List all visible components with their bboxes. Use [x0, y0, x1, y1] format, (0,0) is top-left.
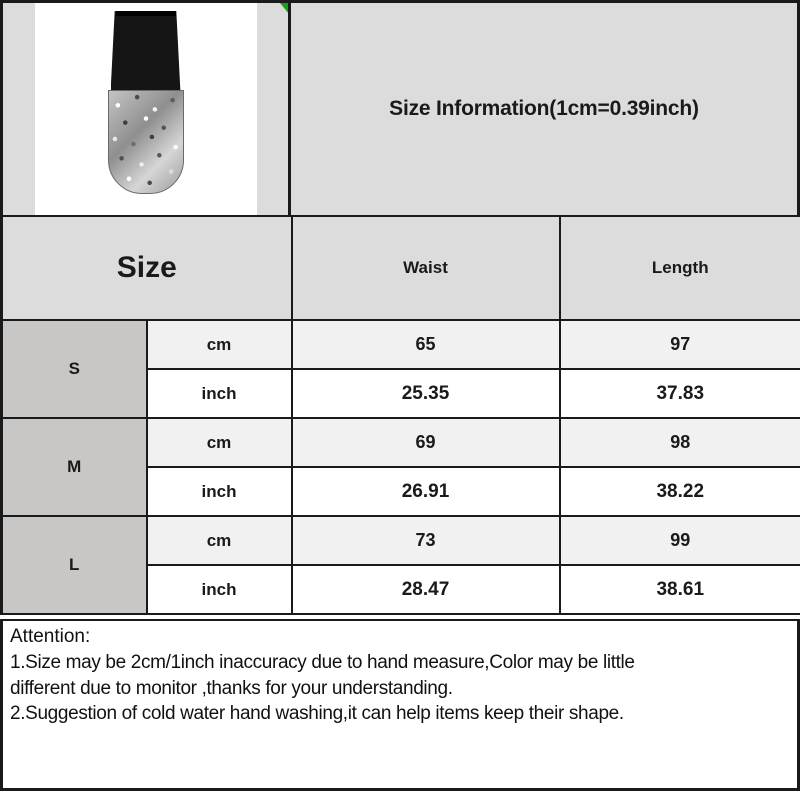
unit-label: cm [145, 319, 293, 370]
waist-value: 73 [290, 515, 561, 566]
top-section: Size Information(1cm=0.39inch) [0, 0, 800, 215]
table-row: S cm 65 97 [0, 319, 800, 419]
length-value: 97 [558, 319, 800, 370]
unit-label: inch [145, 368, 293, 419]
green-corner-marker-icon [280, 3, 288, 14]
attention-note-1-line-2: different due to monitor ,thanks for you… [10, 677, 453, 699]
attention-heading: Attention: [10, 626, 91, 647]
unit-label: inch [145, 564, 293, 615]
length-value: 38.61 [558, 564, 800, 615]
title-cell: Size Information(1cm=0.39inch) [291, 3, 797, 215]
column-header-waist: Waist [290, 215, 561, 321]
waist-value: 69 [290, 417, 561, 468]
unit-label: inch [145, 466, 293, 517]
waist-value: 65 [290, 319, 561, 370]
length-value: 37.83 [558, 368, 800, 419]
table-header-row: Size Waist Length [0, 215, 800, 321]
attention-block: Attention: 1.Size may be 2cm/1inch inacc… [0, 619, 800, 791]
attention-note-2: 2.Suggestion of cold water hand washing,… [10, 703, 624, 725]
size-label-s: S [0, 319, 148, 419]
size-label-m: M [0, 417, 148, 517]
table-row: M cm 69 98 [0, 417, 800, 517]
waist-value: 25.35 [290, 368, 561, 419]
column-header-size: Size [0, 215, 293, 321]
size-table: Size Waist Length S cm 65 97 inch 25.35 … [0, 215, 800, 615]
length-value: 38.22 [558, 466, 800, 517]
size-label-l: L [0, 515, 148, 615]
table-row: inch 26.91 38.22 [2, 466, 800, 517]
unit-label: cm [145, 515, 293, 566]
column-header-length: Length [558, 215, 800, 321]
waist-value: 28.47 [290, 564, 561, 615]
length-value: 98 [558, 417, 800, 468]
table-row: inch 25.35 37.83 [2, 368, 800, 419]
skirt-illustration [107, 11, 184, 201]
skirt-sequin-panel [107, 90, 184, 194]
waist-value: 26.91 [290, 466, 561, 517]
length-value: 99 [558, 515, 800, 566]
skirt-top-panel [110, 11, 181, 93]
product-photo [34, 3, 257, 215]
attention-note-1-line-1: 1.Size may be 2cm/1inch inaccuracy due t… [10, 651, 635, 673]
table-row: inch 28.47 38.61 [2, 564, 800, 615]
unit-label: cm [145, 417, 293, 468]
skirt-waistband [115, 11, 176, 16]
table-row: L cm 73 99 [0, 515, 800, 615]
page-title: Size Information(1cm=0.39inch) [389, 97, 699, 120]
product-photo-cell [3, 3, 291, 215]
